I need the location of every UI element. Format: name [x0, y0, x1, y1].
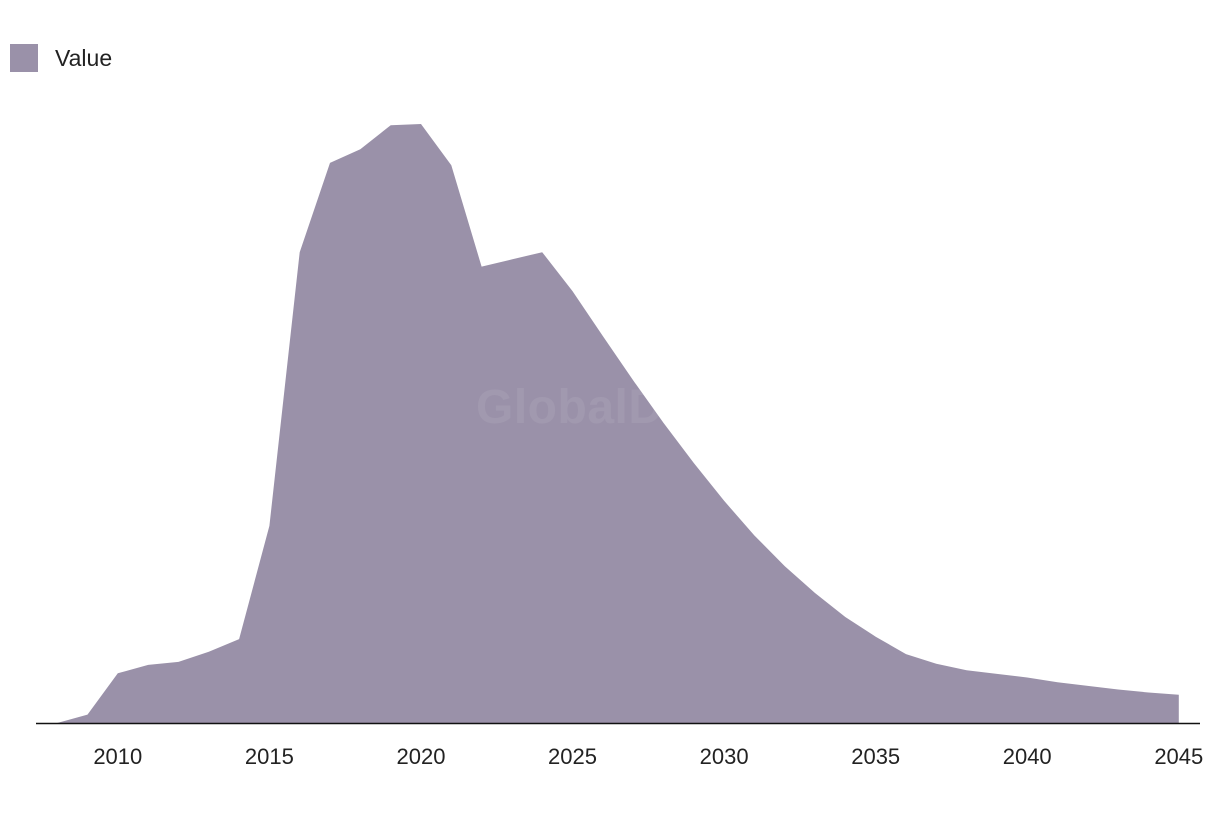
x-tick-label-2030: 2030 [700, 744, 749, 769]
x-tick-label-2035: 2035 [851, 744, 900, 769]
legend-swatch [10, 44, 38, 72]
x-tick-labels: 2010 2015 2020 2025 2030 2035 2040 2045 [93, 744, 1203, 769]
x-tick-label-2040: 2040 [1003, 744, 1052, 769]
x-tick-label-2010: 2010 [93, 744, 142, 769]
x-tick-label-2015: 2015 [245, 744, 294, 769]
x-tick-label-2020: 2020 [397, 744, 446, 769]
area-layer [57, 124, 1179, 723]
area-series-0 [57, 124, 1179, 723]
x-tick-label-2025: 2025 [548, 744, 597, 769]
legend: Value [10, 44, 112, 72]
watermark: GlobalData [476, 381, 735, 434]
x-tick-label-2045: 2045 [1154, 744, 1203, 769]
legend-label: Value [55, 44, 113, 71]
